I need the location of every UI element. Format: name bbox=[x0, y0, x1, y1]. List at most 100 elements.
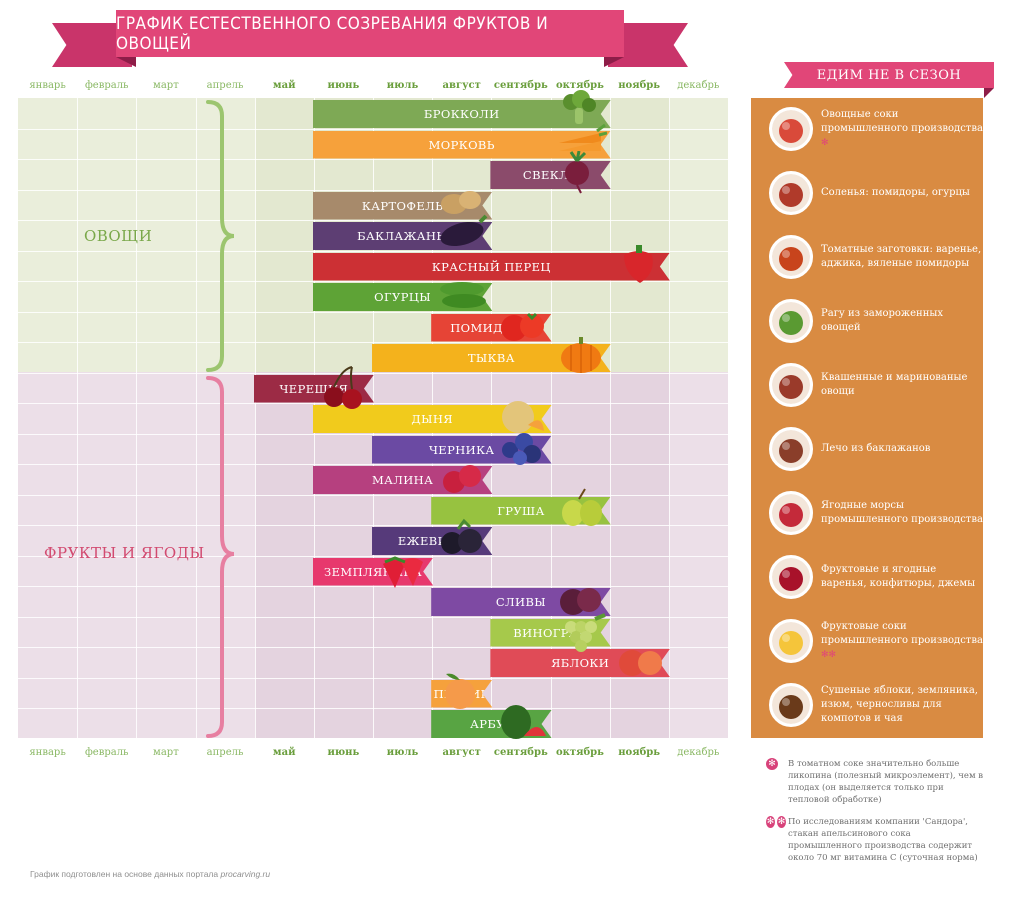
month-header-bottom: январь февраль март апрель май июнь июль август… bbox=[18, 743, 728, 763]
ripening-bar: СВЕКЛА bbox=[490, 161, 610, 189]
month-label: июль bbox=[386, 80, 419, 91]
berry-drink-icon bbox=[769, 491, 813, 535]
out-of-season-item: Овощные соки промышленного производства … bbox=[751, 101, 983, 157]
grid-horizontal-line bbox=[18, 586, 728, 587]
eggplant-icon bbox=[438, 212, 488, 261]
out-of-season-text: Сушеные яблоки, земляника, изюм, черносл… bbox=[821, 684, 983, 726]
bar-label: ДЫНЯ bbox=[411, 412, 453, 426]
month-label: август bbox=[442, 80, 481, 91]
grid-horizontal-line bbox=[18, 403, 728, 404]
broccoli-icon bbox=[557, 90, 607, 139]
apple-icon bbox=[616, 639, 666, 688]
month-label: март bbox=[153, 80, 179, 91]
fruits-brace bbox=[206, 376, 235, 738]
bar-label: МАЛИНА bbox=[371, 473, 434, 487]
month-label: март bbox=[153, 747, 179, 758]
month-label: февраль bbox=[84, 747, 129, 758]
month-label: август bbox=[442, 747, 481, 758]
bar-label: ОГУРЦЫ bbox=[374, 290, 432, 304]
grid-horizontal-line bbox=[18, 616, 728, 618]
month-label: январь bbox=[29, 747, 66, 758]
out-of-season-item: Ягодные морсы промышленного производства bbox=[751, 485, 983, 541]
beet-icon bbox=[557, 150, 607, 200]
double-snowflake-icon: ✻ ✻ bbox=[766, 816, 786, 828]
footnote-lycopene: ✻ В томатном соке значительно больше лик… bbox=[766, 758, 986, 806]
grid-horizontal-line bbox=[18, 494, 728, 496]
out-of-season-item: Фруктовые и ягодные варенья, конфитюры, … bbox=[751, 549, 983, 605]
dried-fruit-icon bbox=[769, 683, 813, 727]
out-of-season-label: Квашенные и маринованые овощи bbox=[821, 372, 968, 397]
grid-horizontal-line bbox=[18, 189, 728, 191]
grid-horizontal-line bbox=[18, 311, 728, 313]
out-of-season-text: Лечо из баклажанов bbox=[821, 442, 983, 456]
grapes-icon bbox=[557, 609, 607, 658]
bar-label: БРОККОЛИ bbox=[423, 107, 500, 121]
vegetables-brace bbox=[206, 100, 235, 372]
blueberry-icon bbox=[498, 426, 548, 475]
bar-label: ЯБЛОКИ bbox=[551, 656, 610, 670]
bar-label: МОРКОВЬ bbox=[428, 137, 495, 152]
title-ribbon-fold-left bbox=[116, 57, 136, 67]
bar-label: ТЫКВА bbox=[467, 351, 515, 365]
grid-horizontal-line bbox=[18, 342, 728, 343]
out-of-season-text: Ягодные морсы промышленного производства bbox=[821, 499, 983, 527]
month-label: апрель bbox=[206, 80, 244, 91]
out-of-season-label: Ягодные морсы промышленного производства bbox=[821, 500, 983, 525]
month-label: декабрь bbox=[677, 747, 720, 758]
footnote-text: По исследованиям компании 'Сандора', ста… bbox=[788, 817, 978, 863]
grid-horizontal-line bbox=[18, 220, 728, 221]
strawberry-icon bbox=[379, 548, 429, 597]
potato-icon bbox=[438, 182, 488, 231]
bar-label: КАРТОФЕЛЬ bbox=[361, 198, 444, 213]
fruits-group-label: ФРУКТЫ И ЯГОДЫ bbox=[44, 544, 205, 562]
month-label: июль bbox=[386, 747, 419, 758]
ripening-bar: БРОККОЛИ bbox=[313, 100, 611, 128]
out-of-season-text: Фруктовые и ягодные варенья, конфитюры, … bbox=[821, 563, 983, 591]
grid-horizontal-line bbox=[18, 250, 728, 252]
out-of-season-text: Овощные соки промышленного производства … bbox=[821, 108, 983, 150]
month-label: июнь bbox=[327, 747, 360, 758]
grid-horizontal-line bbox=[18, 159, 728, 160]
melon-icon bbox=[498, 395, 548, 444]
bar-label: ГРУША bbox=[497, 503, 545, 518]
month-label: апрель bbox=[206, 747, 244, 758]
raspberry-icon bbox=[438, 456, 488, 505]
month-label: декабрь bbox=[677, 80, 720, 91]
out-of-season-label: Лечо из баклажанов bbox=[821, 443, 931, 454]
out-of-season-item: Рагу из замороженных овощей bbox=[751, 293, 983, 349]
title-ribbon-fold-right bbox=[604, 57, 624, 67]
out-of-season-text: Фруктовые соки промышленного производств… bbox=[821, 620, 983, 662]
footnote-marker-icon: ✻ bbox=[821, 138, 829, 148]
out-of-season-text: Соленья: помидоры, огурцы bbox=[821, 186, 983, 200]
grid-vertical-line bbox=[668, 98, 670, 738]
bar-label: СВЕКЛА bbox=[522, 168, 579, 182]
out-of-season-ribbon-fold bbox=[984, 88, 994, 98]
out-of-season-label: Сушеные яблоки, земляника, изюм, черносл… bbox=[821, 685, 978, 724]
bar-label: ЧЕРНИКА bbox=[429, 442, 495, 457]
vegetables-group-label: ОВОЩИ bbox=[84, 227, 153, 245]
month-label: май bbox=[272, 747, 296, 758]
out-of-season-item: Квашенные и маринованые овощи bbox=[751, 357, 983, 413]
frozen-vegetables-icon bbox=[769, 299, 813, 343]
grid-vertical-line bbox=[77, 98, 79, 738]
bar-label: СЛИВЫ bbox=[495, 595, 547, 609]
grid-vertical-line bbox=[609, 98, 611, 738]
tomato-preserves-icon bbox=[769, 235, 813, 279]
out-of-season-text: Рагу из замороженных овощей bbox=[821, 307, 983, 335]
snowflake-icon: ✻ bbox=[766, 758, 788, 806]
ripening-bar: КРАСНЫЙ ПЕРЕЦ bbox=[313, 253, 670, 281]
page-title: ГРАФИК ЕСТЕСТВЕННОГО СОЗРЕВАНИЯ ФРУКТОВ … bbox=[116, 10, 624, 57]
fruit-juice-icon bbox=[769, 619, 813, 663]
out-of-season-item: Сушеные яблоки, земляника, изюм, черносл… bbox=[751, 677, 983, 733]
source-prefix: График подготовлен на основе данных порт… bbox=[30, 869, 221, 879]
eggplant-lecho-icon bbox=[769, 427, 813, 471]
out-of-season-item: Фруктовые соки промышленного производств… bbox=[751, 613, 983, 669]
marinated-vegetables-icon bbox=[769, 363, 813, 407]
grid-horizontal-line bbox=[18, 433, 728, 435]
pumpkin-icon bbox=[557, 334, 607, 383]
watermelon-icon bbox=[498, 700, 548, 749]
month-label: февраль bbox=[84, 80, 129, 91]
source-credit: График подготовлен на основе данных порт… bbox=[30, 869, 270, 879]
out-of-season-label: Соленья: помидоры, огурцы bbox=[821, 187, 970, 198]
pickles-icon bbox=[769, 171, 813, 215]
